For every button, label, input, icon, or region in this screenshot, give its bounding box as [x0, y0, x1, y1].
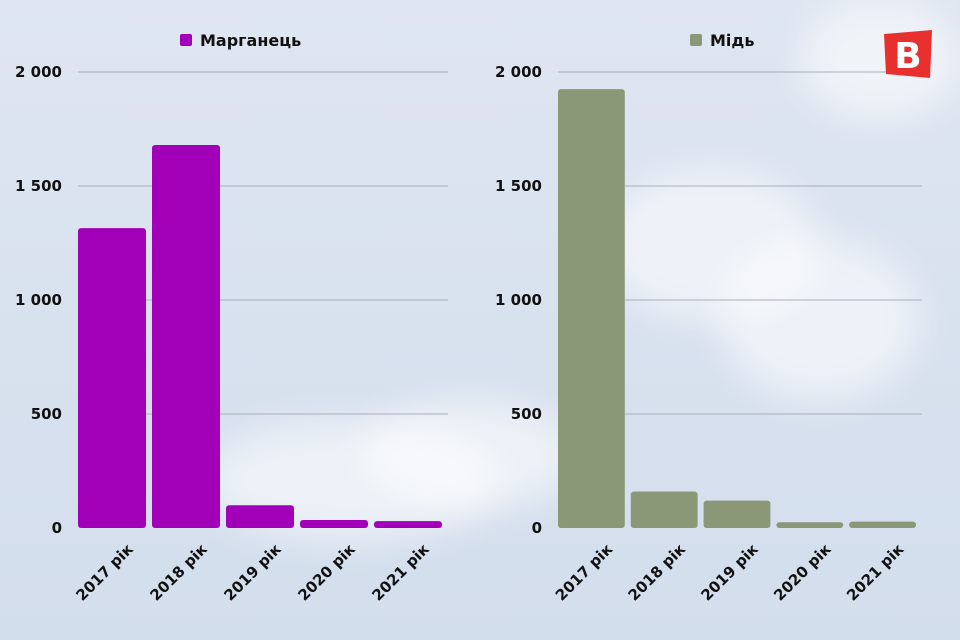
cloud-decoration — [720, 240, 920, 400]
x-tick-label: 2019 рік — [697, 540, 761, 604]
y-tick-label: 0 — [52, 519, 62, 537]
legend-swatch — [690, 34, 702, 46]
logo-letter: B — [894, 36, 921, 77]
x-tick-label: 2020 рік — [770, 540, 834, 604]
bar-2021-рік — [374, 521, 442, 528]
y-tick-label: 1 500 — [495, 177, 542, 195]
chart-1: 0 500 1 000 1 500 2 000 2017 рік 2018 рік 2019 … — [15, 31, 448, 604]
legend-label: Марганець — [200, 31, 301, 50]
y-tick-label: 2 000 — [495, 63, 542, 81]
cloud-decoration — [360, 400, 580, 510]
cloud-decoration — [800, 0, 960, 120]
brand-logo-icon: B — [884, 30, 932, 78]
y-tick-label: 500 — [31, 405, 62, 423]
legend-label: Мідь — [710, 31, 754, 50]
bar-2021-рік — [849, 521, 916, 528]
chart-2: 0 500 1 000 1 500 2 000 2017 рік 2018 рік 2019 … — [495, 31, 922, 604]
bar-2017-рік — [558, 89, 625, 528]
bar-2018-рік — [630, 491, 698, 528]
bar-2017-рік — [78, 228, 146, 528]
y-tick-label: 2 000 — [15, 63, 62, 81]
bar-2019-рік — [703, 500, 771, 528]
y-tick-label: 1 000 — [495, 291, 542, 309]
x-tick-label: 2021 рік — [368, 540, 432, 604]
x-tick-label: 2018 рік — [146, 540, 210, 604]
legend: Мідь — [690, 31, 754, 50]
bar-2020-рік — [300, 520, 368, 528]
y-tick-label: 1 000 — [15, 291, 62, 309]
y-tick-label: 500 — [511, 405, 542, 423]
x-tick-label: 2021 рік — [843, 540, 907, 604]
y-tick-label: 0 — [532, 519, 542, 537]
bar-2019-рік — [226, 505, 294, 528]
legend-swatch — [180, 34, 192, 46]
bar-2020-рік — [776, 522, 844, 528]
bar-2018-рік — [152, 144, 220, 528]
x-tick-label: 2017 рік — [72, 540, 136, 604]
x-tick-label: 2019 рік — [220, 540, 284, 604]
x-tick-label: 2018 рік — [625, 540, 689, 604]
logo-badge — [884, 30, 932, 78]
x-tick-label: 2017 рік — [552, 540, 616, 604]
legend: Марганець — [180, 31, 301, 50]
x-tick-label: 2020 рік — [294, 540, 358, 604]
y-tick-label: 1 500 — [15, 177, 62, 195]
